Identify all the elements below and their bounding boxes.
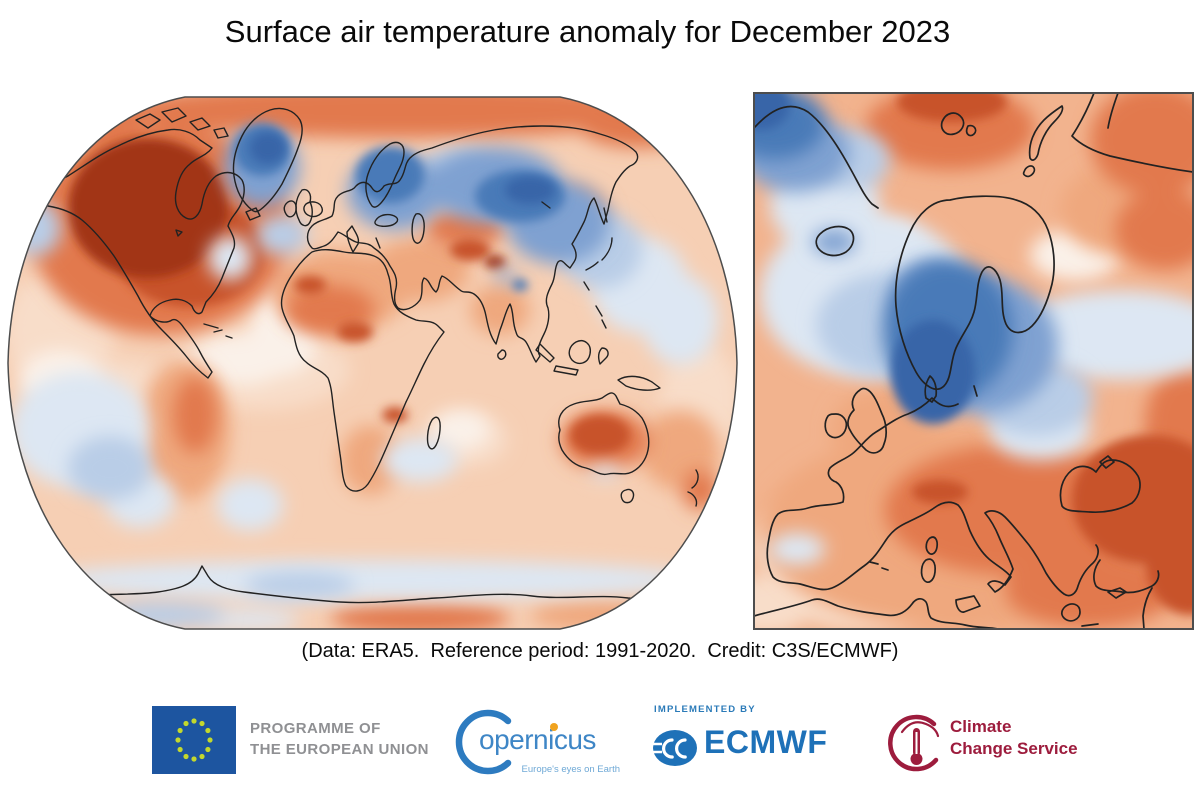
coast-caspian-sea xyxy=(411,213,425,244)
ecmwf-implemented-by: IMPLEMENTED BY xyxy=(654,704,756,715)
coast-africa xyxy=(280,249,445,492)
c3s-crescent-icon xyxy=(888,714,940,772)
coast-arctic-islands xyxy=(135,107,229,139)
coast-sri-lanka xyxy=(497,349,507,360)
copernicus-logo: opernicus Europe's eyes on Earth xyxy=(452,702,627,787)
coast-eurasia xyxy=(306,125,639,363)
eu-flag-stars xyxy=(175,718,213,762)
copernicus-wordmark: opernicus xyxy=(479,724,596,755)
coast-eu-peloponnese xyxy=(1060,603,1081,622)
coast-madagascar xyxy=(426,416,441,450)
data-credit-caption: (Data: ERA5. Reference period: 1991-2020… xyxy=(301,640,899,662)
c3s-text: Climate Change Service xyxy=(950,716,1078,760)
eu-programme-logo: PROGRAMME OF THE EUROPEAN UNION xyxy=(152,706,442,776)
coast-eu-iceland xyxy=(815,225,855,257)
coast-eu-gotland xyxy=(973,385,978,397)
coast-new-guinea xyxy=(617,375,661,391)
coast-sumatra xyxy=(535,343,555,363)
europe-panel-border xyxy=(753,92,1194,630)
coast-greenland xyxy=(232,107,303,213)
coast-eu-scandinavia xyxy=(894,195,1055,391)
coast-eu-black-sea xyxy=(1059,459,1141,514)
page-title: Surface air temperature anomaly for Dece… xyxy=(224,14,951,49)
eu-programme-text: PROGRAMME OF THE EUROPEAN UNION xyxy=(250,718,429,760)
c3s-line2: Change Service xyxy=(950,739,1078,758)
world-warm-deep-blobs xyxy=(68,138,506,278)
coast-borneo xyxy=(568,340,591,365)
ecmwf-globe-icon xyxy=(652,730,697,766)
copernicus-tagline: Europe's eyes on Earth xyxy=(521,764,620,775)
coast-newfoundland xyxy=(245,207,261,221)
world-coastlines xyxy=(29,107,699,611)
coast-eu-mainland xyxy=(766,397,1099,597)
world-cool-deep-blobs xyxy=(250,132,555,204)
world-map-outline xyxy=(7,96,738,630)
coast-philippines xyxy=(595,305,607,329)
coast-eu-sardinia xyxy=(920,558,936,583)
coast-eu-ireland xyxy=(824,413,848,439)
copernicus-sun-icon xyxy=(550,723,558,731)
coast-eu-svalbard xyxy=(940,112,977,137)
coast-ireland xyxy=(283,200,297,218)
coast-taiwan xyxy=(583,281,590,291)
ecmwf-wordmark: ECMWF xyxy=(704,724,828,760)
coast-black-sea xyxy=(374,213,399,227)
eu-flag-icon xyxy=(152,706,236,774)
coast-australia xyxy=(557,392,650,476)
coast-eu-sicily xyxy=(955,595,981,613)
europe-warm-strong-blobs xyxy=(897,93,1193,615)
coast-lake-baikal xyxy=(541,201,551,209)
coast-north-america xyxy=(29,128,245,379)
coast-eu-greenland xyxy=(754,105,879,209)
europe-map-panel xyxy=(754,93,1193,629)
coast-iceland xyxy=(303,201,323,218)
ecmwf-logo: IMPLEMENTED BY ECMWF xyxy=(652,702,867,787)
world-map-panel xyxy=(8,97,737,629)
coast-eu-crete xyxy=(1081,623,1099,627)
coast-eu-russia-arctic xyxy=(1071,93,1193,173)
eu-programme-line1: PROGRAMME OF xyxy=(250,720,381,737)
coast-tasmania xyxy=(620,488,635,504)
coast-eu-north-africa xyxy=(754,598,999,629)
coast-japan xyxy=(585,237,613,271)
coast-italy xyxy=(346,225,360,253)
coast-sakhalin xyxy=(603,207,608,223)
coast-eu-crimea xyxy=(1099,455,1115,469)
coast-britain xyxy=(295,188,313,227)
coast-new-zealand xyxy=(687,469,699,507)
coast-great-lakes xyxy=(175,229,183,237)
eu-programme-line2: THE EUROPEAN UNION xyxy=(250,741,429,758)
coast-eu-britain xyxy=(847,387,888,454)
coast-eu-cyprus xyxy=(1107,587,1127,599)
c3s-line1: Climate xyxy=(950,717,1012,736)
coast-scandinavia xyxy=(365,141,405,208)
coast-cuba-caribbean xyxy=(203,323,233,339)
copernicus-crescent-icon xyxy=(455,709,512,775)
coast-eu-balearics xyxy=(869,561,889,571)
europe-coastlines xyxy=(754,93,1193,629)
coast-sulawesi xyxy=(597,347,609,365)
coast-eu-turkey xyxy=(1093,559,1160,594)
coast-eu-denmark xyxy=(924,375,938,403)
coast-eu-novaya-zemlya xyxy=(1022,105,1064,178)
coast-eu-corsica xyxy=(925,536,939,555)
coast-eu-levant xyxy=(1142,587,1153,629)
climate-change-service-logo: Climate Change Service xyxy=(886,700,1086,790)
coast-antarctica xyxy=(63,565,693,611)
coast-java xyxy=(553,365,579,376)
coast-greece xyxy=(375,237,381,249)
